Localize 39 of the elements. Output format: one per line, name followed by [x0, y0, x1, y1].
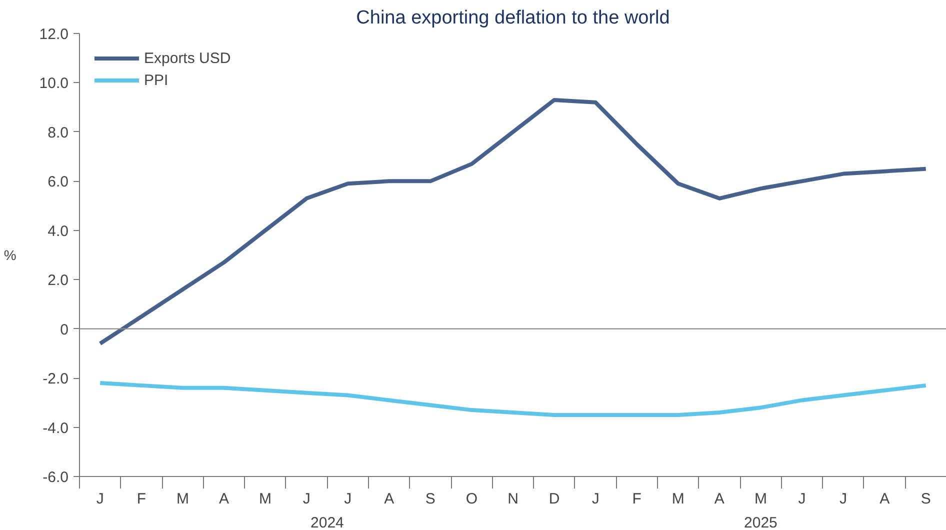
text: 2024: [310, 514, 344, 530]
x-tick-label: J: [96, 490, 104, 508]
x-tick-label: M: [672, 490, 684, 508]
x-tick-label: J: [840, 490, 848, 508]
text: 2025: [744, 514, 778, 530]
y-tick-label: 4.0: [48, 222, 69, 240]
y-tick-label: 2.0: [48, 272, 69, 290]
y-tick-label: -2.0: [42, 370, 69, 388]
x-tick-label: A: [880, 490, 890, 508]
y-tick-label: 6.0: [48, 174, 69, 191]
x-tick-label: M: [176, 490, 189, 508]
x-tick-label: S: [425, 490, 436, 508]
x-tick-label: F: [632, 490, 642, 508]
x-tick-label: N: [508, 490, 518, 508]
x-tick-label: J: [344, 490, 352, 508]
line-series: [98, 98, 928, 346]
x-tick-label: J: [798, 490, 806, 508]
line-series: [98, 380, 928, 417]
y-tick-label: 12.0: [39, 26, 69, 43]
chart-title: China exporting deflation to the world: [356, 8, 670, 28]
x-tick-label: A: [219, 490, 230, 508]
y-tick-label: 10.0: [39, 75, 69, 92]
x-tick-label: J: [302, 490, 310, 508]
x-tick-label: M: [754, 490, 767, 508]
x-tick-label: O: [466, 490, 478, 508]
x-tick-label: J: [592, 490, 600, 508]
legend-label: PPI: [144, 72, 168, 88]
x-tick-label: A: [714, 490, 724, 508]
y-axis-title: %: [4, 247, 16, 263]
y-tick-label: 0: [60, 321, 68, 338]
x-tick-label: F: [136, 490, 146, 508]
x-tick-label: M: [259, 490, 272, 508]
y-tick-label: 8.0: [48, 124, 69, 142]
x-tick-label: D: [548, 490, 560, 508]
x-tick-label: S: [920, 490, 931, 508]
y-tick-label: -4.0: [42, 420, 69, 437]
legend-label: Exports USD: [144, 50, 231, 66]
y-tick-label: -6.0: [42, 469, 69, 486]
x-tick-label: A: [384, 490, 394, 508]
